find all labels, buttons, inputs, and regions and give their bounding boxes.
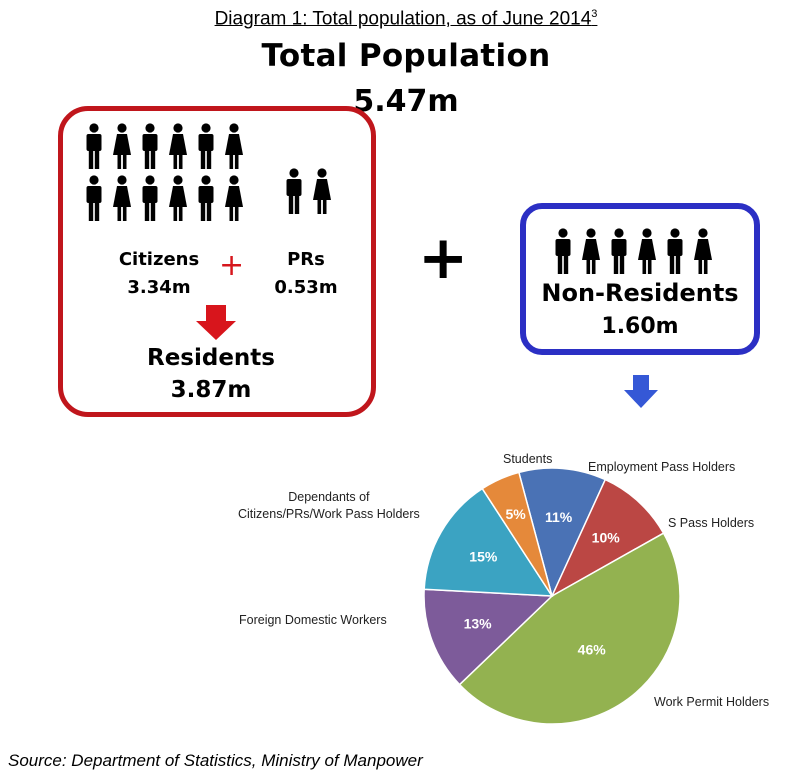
pie-slice-percent-3: 13% <box>464 616 493 632</box>
pie-slice-1 <box>550 478 665 598</box>
pie-slice-percent-5: 5% <box>505 506 526 522</box>
pie-slice-percent-2: 46% <box>578 641 607 657</box>
man-icon <box>611 228 627 274</box>
pie-label-dependants: Dependants of Citizens/PRs/Work Pass Hol… <box>238 489 420 523</box>
pie-label-foreign-domestic: Foreign Domestic Workers <box>239 613 387 627</box>
pie-label-dependants-line2: Citizens/PRs/Work Pass Holders <box>238 507 420 521</box>
man-icon <box>86 175 102 221</box>
woman-icon <box>582 228 600 274</box>
diagram-caption: Diagram 1: Total population, as of June … <box>0 8 812 30</box>
citizens-people-icons <box>84 123 252 221</box>
pie-slice-percent-0: 11% <box>545 509 573 525</box>
pie-slice-0 <box>517 467 607 599</box>
prs-label: PRs <box>287 249 325 270</box>
non-residents-label: Non-Residents <box>541 279 739 307</box>
man-icon <box>86 123 102 169</box>
man-icon <box>142 175 158 221</box>
pie-label-students: Students <box>503 452 553 466</box>
total-population-title: Total Population <box>261 38 551 74</box>
woman-icon <box>225 175 243 221</box>
man-icon <box>286 168 302 214</box>
non-residents-people-icons <box>553 228 721 274</box>
woman-icon <box>313 168 331 214</box>
citizens-value: 3.34m <box>127 277 191 298</box>
prs-group: PRs 0.53m <box>266 246 346 302</box>
prs-value: 0.53m <box>274 277 338 298</box>
residents-label: Residents <box>146 345 275 371</box>
non-residents-value: 1.60m <box>601 314 679 339</box>
pie-label-work-permit: Work Permit Holders <box>654 695 770 709</box>
citizens-prs-plus: + <box>219 248 245 283</box>
woman-icon <box>169 123 187 169</box>
citizens-group: Citizens 3.34m <box>100 246 218 302</box>
woman-icon <box>113 175 131 221</box>
total-population-value: 5.47m <box>353 84 459 119</box>
pie-slice-3 <box>423 588 554 686</box>
residents-box <box>58 106 376 417</box>
people-row <box>84 123 252 169</box>
woman-icon <box>638 228 656 274</box>
woman-icon <box>113 123 131 169</box>
man-icon <box>142 123 158 169</box>
man-icon <box>198 175 214 221</box>
citizens-label: Citizens <box>118 249 200 270</box>
people-row <box>284 168 340 214</box>
people-row <box>84 175 252 221</box>
blue-down-arrow-icon <box>624 375 658 408</box>
people-row <box>553 228 721 274</box>
pie-slice-2 <box>458 532 681 725</box>
pie-slice-4 <box>423 487 554 597</box>
red-down-arrow-icon <box>196 305 236 340</box>
big-plus-sign: + <box>418 223 469 293</box>
pie-slice-5 <box>481 471 553 597</box>
non-residents-group: Non-Residents 1.60m <box>526 276 754 344</box>
man-icon <box>555 228 571 274</box>
woman-icon <box>694 228 712 274</box>
residents-group: Residents 3.87m <box>118 342 304 406</box>
footnote-marker: 3 <box>591 8 598 20</box>
caption-text: Diagram 1: Total population, as of June … <box>214 8 592 30</box>
source-note: Source: Department of Statistics, Minist… <box>8 751 423 770</box>
man-icon <box>198 123 214 169</box>
woman-icon <box>225 123 243 169</box>
prs-people-icons <box>284 168 340 214</box>
pie-label-employment-pass: Employment Pass Holders <box>588 460 736 474</box>
pie-label-s-pass: S Pass Holders <box>668 516 755 530</box>
woman-icon <box>169 175 187 221</box>
man-icon <box>667 228 683 274</box>
residents-value: 3.87m <box>170 377 252 403</box>
pie-slice-percent-4: 15% <box>469 548 498 564</box>
pie-slice-percent-1: 10% <box>592 530 621 546</box>
non-residents-box <box>520 203 760 355</box>
pie-label-dependants-line1: Dependants of <box>288 490 370 504</box>
